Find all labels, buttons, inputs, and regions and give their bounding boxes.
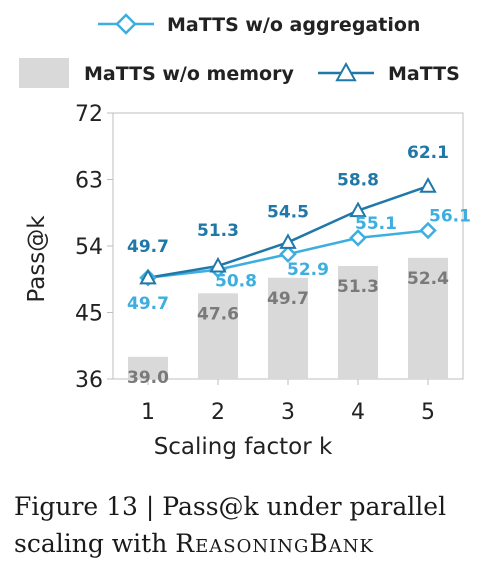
figure-caption: Figure 13 | Pass@k under parallel scalin…	[14, 488, 480, 562]
y-tick-label: 54	[75, 235, 103, 260]
bar-memory	[408, 257, 448, 379]
caption-text: Figure 13 | Pass@k under parallel scalin…	[14, 492, 447, 558]
point-matts	[209, 256, 227, 273]
line-value-label-matts: 62.1	[407, 143, 449, 163]
point-aggregation	[279, 245, 297, 263]
bar-value-label: 47.6	[197, 304, 239, 324]
line-value-label-matts: 49.7	[127, 237, 169, 257]
legend-label-aggregation: MaTTS w/o aggregation	[167, 14, 420, 36]
y-tick-label: 36	[75, 368, 103, 393]
y-axis-label: Pass@k	[24, 215, 50, 303]
x-tick-label: 5	[421, 400, 435, 425]
bar-memory	[128, 356, 168, 379]
point-matts	[139, 268, 157, 285]
point-aggregation	[419, 221, 437, 240]
line-value-label-matts: 58.8	[337, 171, 379, 191]
bar-value-label: 51.3	[337, 277, 379, 297]
legend-marker-matts	[335, 61, 357, 82]
x-tick-label: 4	[351, 400, 365, 425]
line-value-label-aggregation: 49.7	[127, 294, 169, 314]
y-tick-label: 63	[75, 169, 103, 194]
line-value-label-matts: 54.5	[267, 202, 309, 222]
line-value-label-matts: 51.3	[197, 221, 239, 241]
bar-memory	[268, 277, 308, 379]
bar-value-label: 39.0	[127, 368, 169, 388]
bar-value-label: 52.4	[407, 269, 449, 289]
legend-swatch-memory	[19, 58, 69, 88]
line-value-label-aggregation: 56.1	[429, 206, 471, 226]
point-matts	[349, 201, 367, 218]
line-value-label-aggregation: 52.9	[287, 260, 329, 280]
x-tick-label: 1	[141, 400, 155, 425]
legend-label-matts: MaTTS	[388, 63, 460, 85]
point-matts	[419, 177, 437, 193]
legend-label-memory: MaTTS w/o memory	[84, 63, 294, 85]
line-value-label-aggregation: 55.1	[355, 214, 397, 234]
point-matts	[279, 233, 297, 249]
bar-memory	[338, 265, 378, 379]
bar-memory	[198, 293, 238, 379]
x-tick-label: 2	[211, 400, 225, 425]
y-tick-label: 45	[75, 302, 103, 327]
bar-value-label: 49.7	[267, 289, 309, 309]
x-tick-label: 3	[281, 400, 295, 425]
y-tick-label: 72	[75, 102, 103, 127]
legend-marker-aggregation	[115, 13, 137, 35]
point-aggregation	[349, 229, 367, 247]
caption-method-name: ReasoningBank	[175, 529, 374, 558]
x-axis-label: Scaling factor k	[154, 434, 333, 460]
line-value-label-aggregation: 50.8	[215, 272, 257, 292]
